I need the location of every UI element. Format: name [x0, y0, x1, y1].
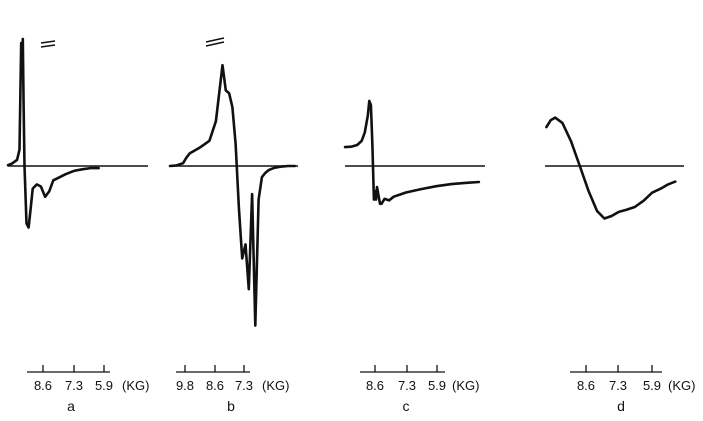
panel-c-field-axis: 8.6 7.3 5.9 (KG) c — [360, 365, 479, 414]
panel-c: 8.6 7.3 5.9 (KG) c — [343, 99, 485, 414]
panel-a-axis-break — [40, 38, 56, 48]
panel-a-unit-label: (KG) — [122, 378, 149, 393]
panel-a-tick-label: 5.9 — [95, 378, 113, 393]
panel-a: 8.6 7.3 5.9 (KG) a — [6, 37, 149, 414]
panel-d-label: d — [617, 398, 625, 414]
panel-d-field-axis: 8.6 7.3 5.9 (KG) d — [570, 365, 695, 414]
panel-a-tick-label: 7.3 — [65, 378, 83, 393]
panel-b-tick-label: 7.3 — [235, 378, 253, 393]
panel-c-unit-label: (KG) — [452, 378, 479, 393]
panel-c-trace — [343, 99, 481, 206]
panel-d-tick-label: 5.9 — [643, 378, 661, 393]
panel-b-label: b — [227, 398, 235, 414]
panel-b-unit-label: (KG) — [262, 378, 289, 393]
panel-d: 8.6 7.3 5.9 (KG) d — [545, 116, 695, 414]
panel-a-field-axis: 8.6 7.3 5.9 (KG) a — [27, 365, 149, 414]
panel-b-trace — [168, 63, 296, 327]
panel-a-label: a — [67, 398, 75, 414]
panel-d-trace — [545, 116, 677, 220]
panel-c-tick-label: 5.9 — [428, 378, 446, 393]
panel-c-tick-label: 8.6 — [366, 378, 384, 393]
panel-a-trace — [6, 37, 100, 229]
panel-d-tick-label: 8.6 — [577, 378, 595, 393]
panel-c-tick-label: 7.3 — [398, 378, 416, 393]
panel-b-field-axis: 9.8 8.6 7.3 (KG) b — [176, 365, 289, 414]
panel-b-tick-label: 8.6 — [206, 378, 224, 393]
panel-d-unit-label: (KG) — [668, 378, 695, 393]
panel-b: 9.8 8.6 7.3 (KG) b — [168, 35, 298, 414]
panel-c-label: c — [403, 398, 410, 414]
panel-b-axis-break — [205, 35, 225, 47]
panel-b-tick-label: 9.8 — [176, 378, 194, 393]
panel-a-tick-label: 8.6 — [34, 378, 52, 393]
panel-d-tick-label: 7.3 — [609, 378, 627, 393]
